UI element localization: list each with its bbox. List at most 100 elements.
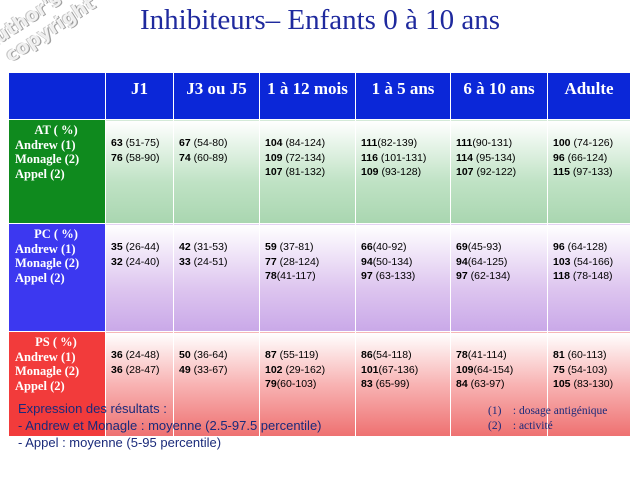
value-line: 111(90-131)	[456, 136, 547, 151]
row-source-label: Andrew (1)	[15, 241, 76, 256]
value-line: 33 (24-51)	[179, 255, 259, 270]
column-header: J3 ou J5	[173, 72, 260, 120]
value-line: 97 (63-133)	[361, 269, 450, 284]
range-value: (66-124)	[564, 151, 608, 164]
mean-value: 32	[111, 255, 123, 268]
header-corner	[8, 72, 106, 120]
mean-value: 107	[265, 166, 283, 178]
value-line: 83 (65-99)	[361, 377, 450, 392]
range-value: (51-75)	[122, 137, 160, 149]
notes-line-2: - Appel : moyenne (5-95 percentile)	[18, 435, 222, 450]
value-cell: 96 (64-128) 103 (54-166) 118 (78-148)	[547, 223, 631, 332]
mean-value: 114	[456, 151, 473, 164]
mean-value: 94	[456, 255, 468, 268]
range-value: (24-51)	[190, 255, 228, 268]
value-line: 105 (83-130)	[553, 377, 630, 392]
value-line: 96 (64-128)	[553, 240, 630, 255]
range-value: (93-128)	[378, 166, 422, 178]
mean-value: 115	[553, 166, 570, 178]
value-line: 79(60-103)	[265, 377, 355, 392]
range-value: (63-133)	[372, 270, 416, 282]
mean-value: 111	[361, 137, 378, 149]
range-value: (78-148)	[569, 270, 613, 282]
range-value: (82-139)	[377, 137, 418, 149]
legend-number: (1)	[488, 405, 502, 417]
row-source-label: Monagle (2)	[15, 256, 80, 270]
value-cell: 86(54-118) 101(67-136) 83 (65-99)	[355, 331, 451, 437]
value-cell: 35 (26-44) 32 (24-40)	[105, 223, 174, 332]
value-line: 84 (63-97)	[456, 377, 547, 392]
range-value: (67-136)	[378, 363, 419, 376]
range-value: (90-131)	[472, 137, 513, 149]
mean-value: 116	[361, 151, 378, 164]
range-value: (31-53)	[190, 241, 228, 253]
range-value: (33-67)	[190, 363, 228, 376]
mean-value: 103	[553, 255, 571, 268]
mean-value: 50	[179, 349, 191, 361]
value-line: 104 (84-124)	[265, 136, 355, 151]
mean-value: 42	[179, 241, 191, 253]
range-value: (50-134)	[372, 255, 413, 268]
value-line: 66(40-92)	[361, 240, 450, 255]
legend-text: : dosage antigénique	[512, 405, 608, 417]
row-source-label: Appel (2)	[15, 270, 65, 285]
range-value: (60-113)	[564, 349, 607, 361]
range-value: (60-103)	[276, 378, 317, 390]
range-value: (60-89)	[190, 151, 228, 164]
mean-value: 33	[179, 255, 191, 268]
value-cell: 42 (31-53) 33 (24-51)	[173, 223, 260, 332]
value-line: 114 (95-134)	[456, 151, 547, 166]
value-line: 50 (36-64)	[179, 348, 259, 363]
table-row-ps: PS ( %) Andrew (1) Monagle (2) Appel (2) 36 …	[8, 331, 631, 437]
mean-value: 100	[553, 137, 571, 149]
mean-value: 104	[265, 137, 283, 149]
range-value: (41-117)	[276, 270, 316, 282]
value-line: 116 (101-131)	[361, 151, 450, 166]
range-value: (28-47)	[122, 363, 160, 376]
range-value: (55-119)	[276, 349, 319, 361]
legend-number: (2)	[488, 420, 502, 432]
mean-value: 118	[553, 270, 570, 282]
mean-value: 111	[456, 137, 473, 149]
mean-value: 77	[265, 255, 277, 268]
legend-item: (1) : dosage antigénique	[488, 404, 607, 419]
range-value: (24-48)	[122, 349, 160, 361]
value-line: 59 (37-81)	[265, 240, 355, 255]
table-row-at: AT ( %) Andrew (1) Monagle (2) Appel (2) 63 …	[8, 119, 631, 224]
range-value: (58-90)	[122, 151, 160, 164]
row-parameter-label: PC ( %)	[34, 227, 78, 241]
range-value: (24-40)	[122, 255, 160, 268]
value-line: 36 (24-48)	[111, 348, 173, 363]
mean-value: 102	[265, 363, 283, 376]
value-cell: 59 (37-81) 77 (28-124) 78(41-117)	[259, 223, 356, 332]
range-value: (63-97)	[467, 378, 505, 390]
mean-value: 79	[265, 378, 277, 390]
range-value: (101-131)	[377, 151, 427, 164]
value-line: 36 (28-47)	[111, 363, 173, 378]
value-line: 76 (58-90)	[111, 151, 173, 166]
results-notes: Expression des résultats : - Andrew et M…	[18, 400, 322, 451]
value-cell: 100 (74-126) 96 (66-124) 115 (97-133)	[547, 119, 631, 224]
range-value: (54-80)	[190, 137, 228, 149]
value-line: 118 (78-148)	[553, 269, 630, 284]
mean-value: 74	[179, 151, 191, 164]
value-line: 63 (51-75)	[111, 136, 173, 151]
mean-value: 109	[265, 151, 283, 164]
value-line: 96 (66-124)	[553, 151, 630, 166]
mean-value: 94	[361, 255, 373, 268]
value-line: 107 (81-132)	[265, 165, 355, 180]
mean-value: 97	[456, 270, 468, 282]
value-line: 67 (54-80)	[179, 136, 259, 151]
value-line: 77 (28-124)	[265, 255, 355, 270]
mean-value: 67	[179, 137, 191, 149]
value-line: 102 (29-162)	[265, 363, 355, 378]
mean-value: 86	[361, 349, 373, 361]
page-title: Inhibiteurs– Enfants 0 à 10 ans	[139, 4, 500, 36]
range-value: (36-64)	[190, 349, 228, 361]
mean-value: 36	[111, 349, 123, 361]
value-cell: 78(41-114) 109(64-154) 84 (63-97)	[450, 331, 548, 437]
value-cell: 69(45-93) 94(64-125) 97 (62-134)	[450, 223, 548, 332]
value-line: 94(50-134)	[361, 255, 450, 270]
value-line: 103 (54-166)	[553, 255, 630, 270]
mean-value: 69	[456, 241, 468, 253]
